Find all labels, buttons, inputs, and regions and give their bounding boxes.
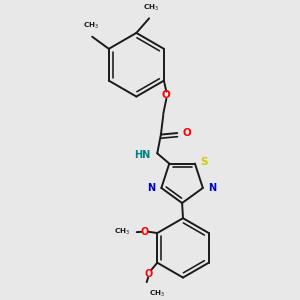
Text: HN: HN	[134, 150, 150, 160]
Text: O: O	[182, 128, 191, 138]
Text: S: S	[201, 158, 208, 167]
Text: N: N	[208, 183, 217, 193]
Text: N: N	[148, 183, 156, 193]
Text: CH$_3$: CH$_3$	[114, 227, 130, 237]
Text: CH$_3$: CH$_3$	[83, 21, 99, 31]
Text: CH$_3$: CH$_3$	[149, 289, 165, 299]
Text: O: O	[162, 90, 171, 100]
Text: CH$_3$: CH$_3$	[142, 3, 159, 13]
Text: O: O	[140, 227, 149, 237]
Text: O: O	[144, 269, 152, 279]
